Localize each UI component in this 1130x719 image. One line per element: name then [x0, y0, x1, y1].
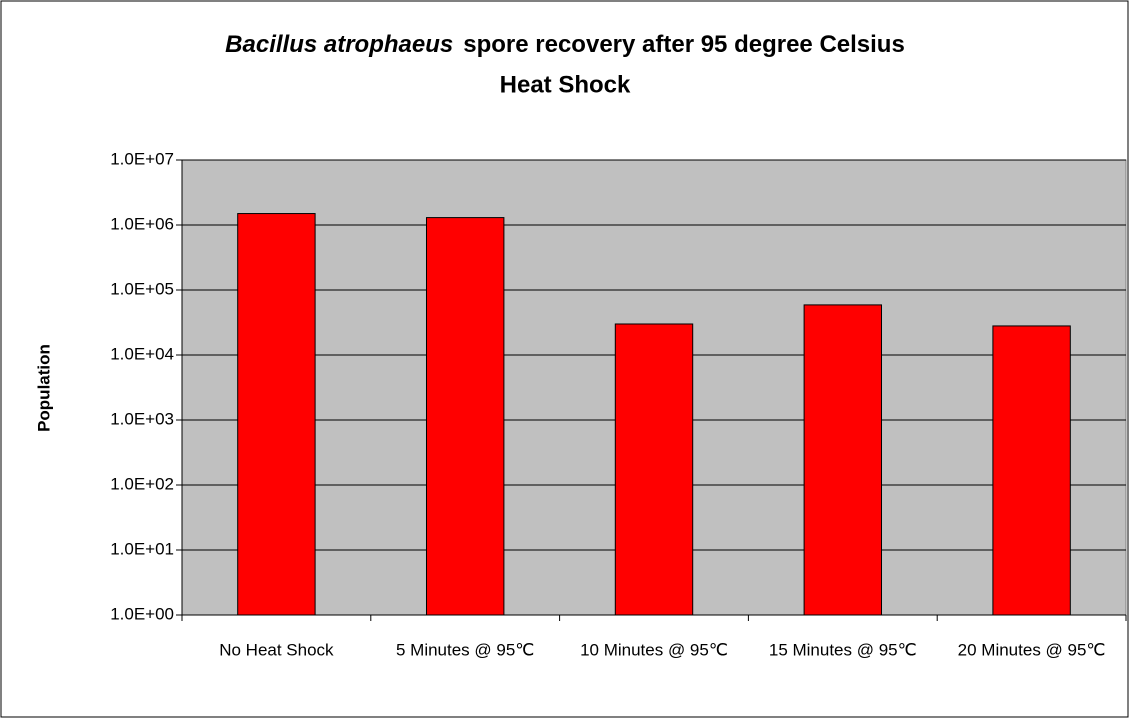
y-tick-label: 1.0E+02: [110, 474, 174, 493]
y-tick-label: 1.0E+00: [110, 604, 174, 623]
bar: [992, 325, 1071, 616]
x-tick-label: 10 Minutes @ 95℃: [580, 640, 728, 659]
chart-title: Bacillus atrophaeus spore recovery after …: [225, 31, 905, 58]
title-italic: Bacillus atrophaeus: [225, 31, 453, 58]
bar: [614, 323, 694, 616]
y-tick-label: 1.0E+06: [110, 214, 174, 233]
y-tick-label: 1.0E+01: [110, 539, 174, 558]
title-line-1: spore recovery after 95 degree Celsius: [463, 31, 905, 58]
x-tick-label: No Heat Shock: [219, 640, 334, 659]
y-axis-label: Population: [34, 344, 53, 432]
title-line-2: Heat Shock: [500, 71, 631, 98]
bar: [803, 304, 883, 616]
bar: [237, 213, 316, 616]
x-tick-label: 20 Minutes @ 95℃: [958, 640, 1106, 659]
y-tick-label: 1.0E+03: [110, 409, 174, 428]
y-tick-label: 1.0E+05: [110, 279, 174, 298]
bar: [425, 217, 505, 616]
y-tick-label: 1.0E+04: [110, 344, 174, 363]
x-tick-label: 15 Minutes @ 95℃: [769, 640, 917, 659]
y-tick-label: 1.0E+07: [110, 149, 174, 168]
x-tick-label: 5 Minutes @ 95℃: [396, 640, 534, 659]
